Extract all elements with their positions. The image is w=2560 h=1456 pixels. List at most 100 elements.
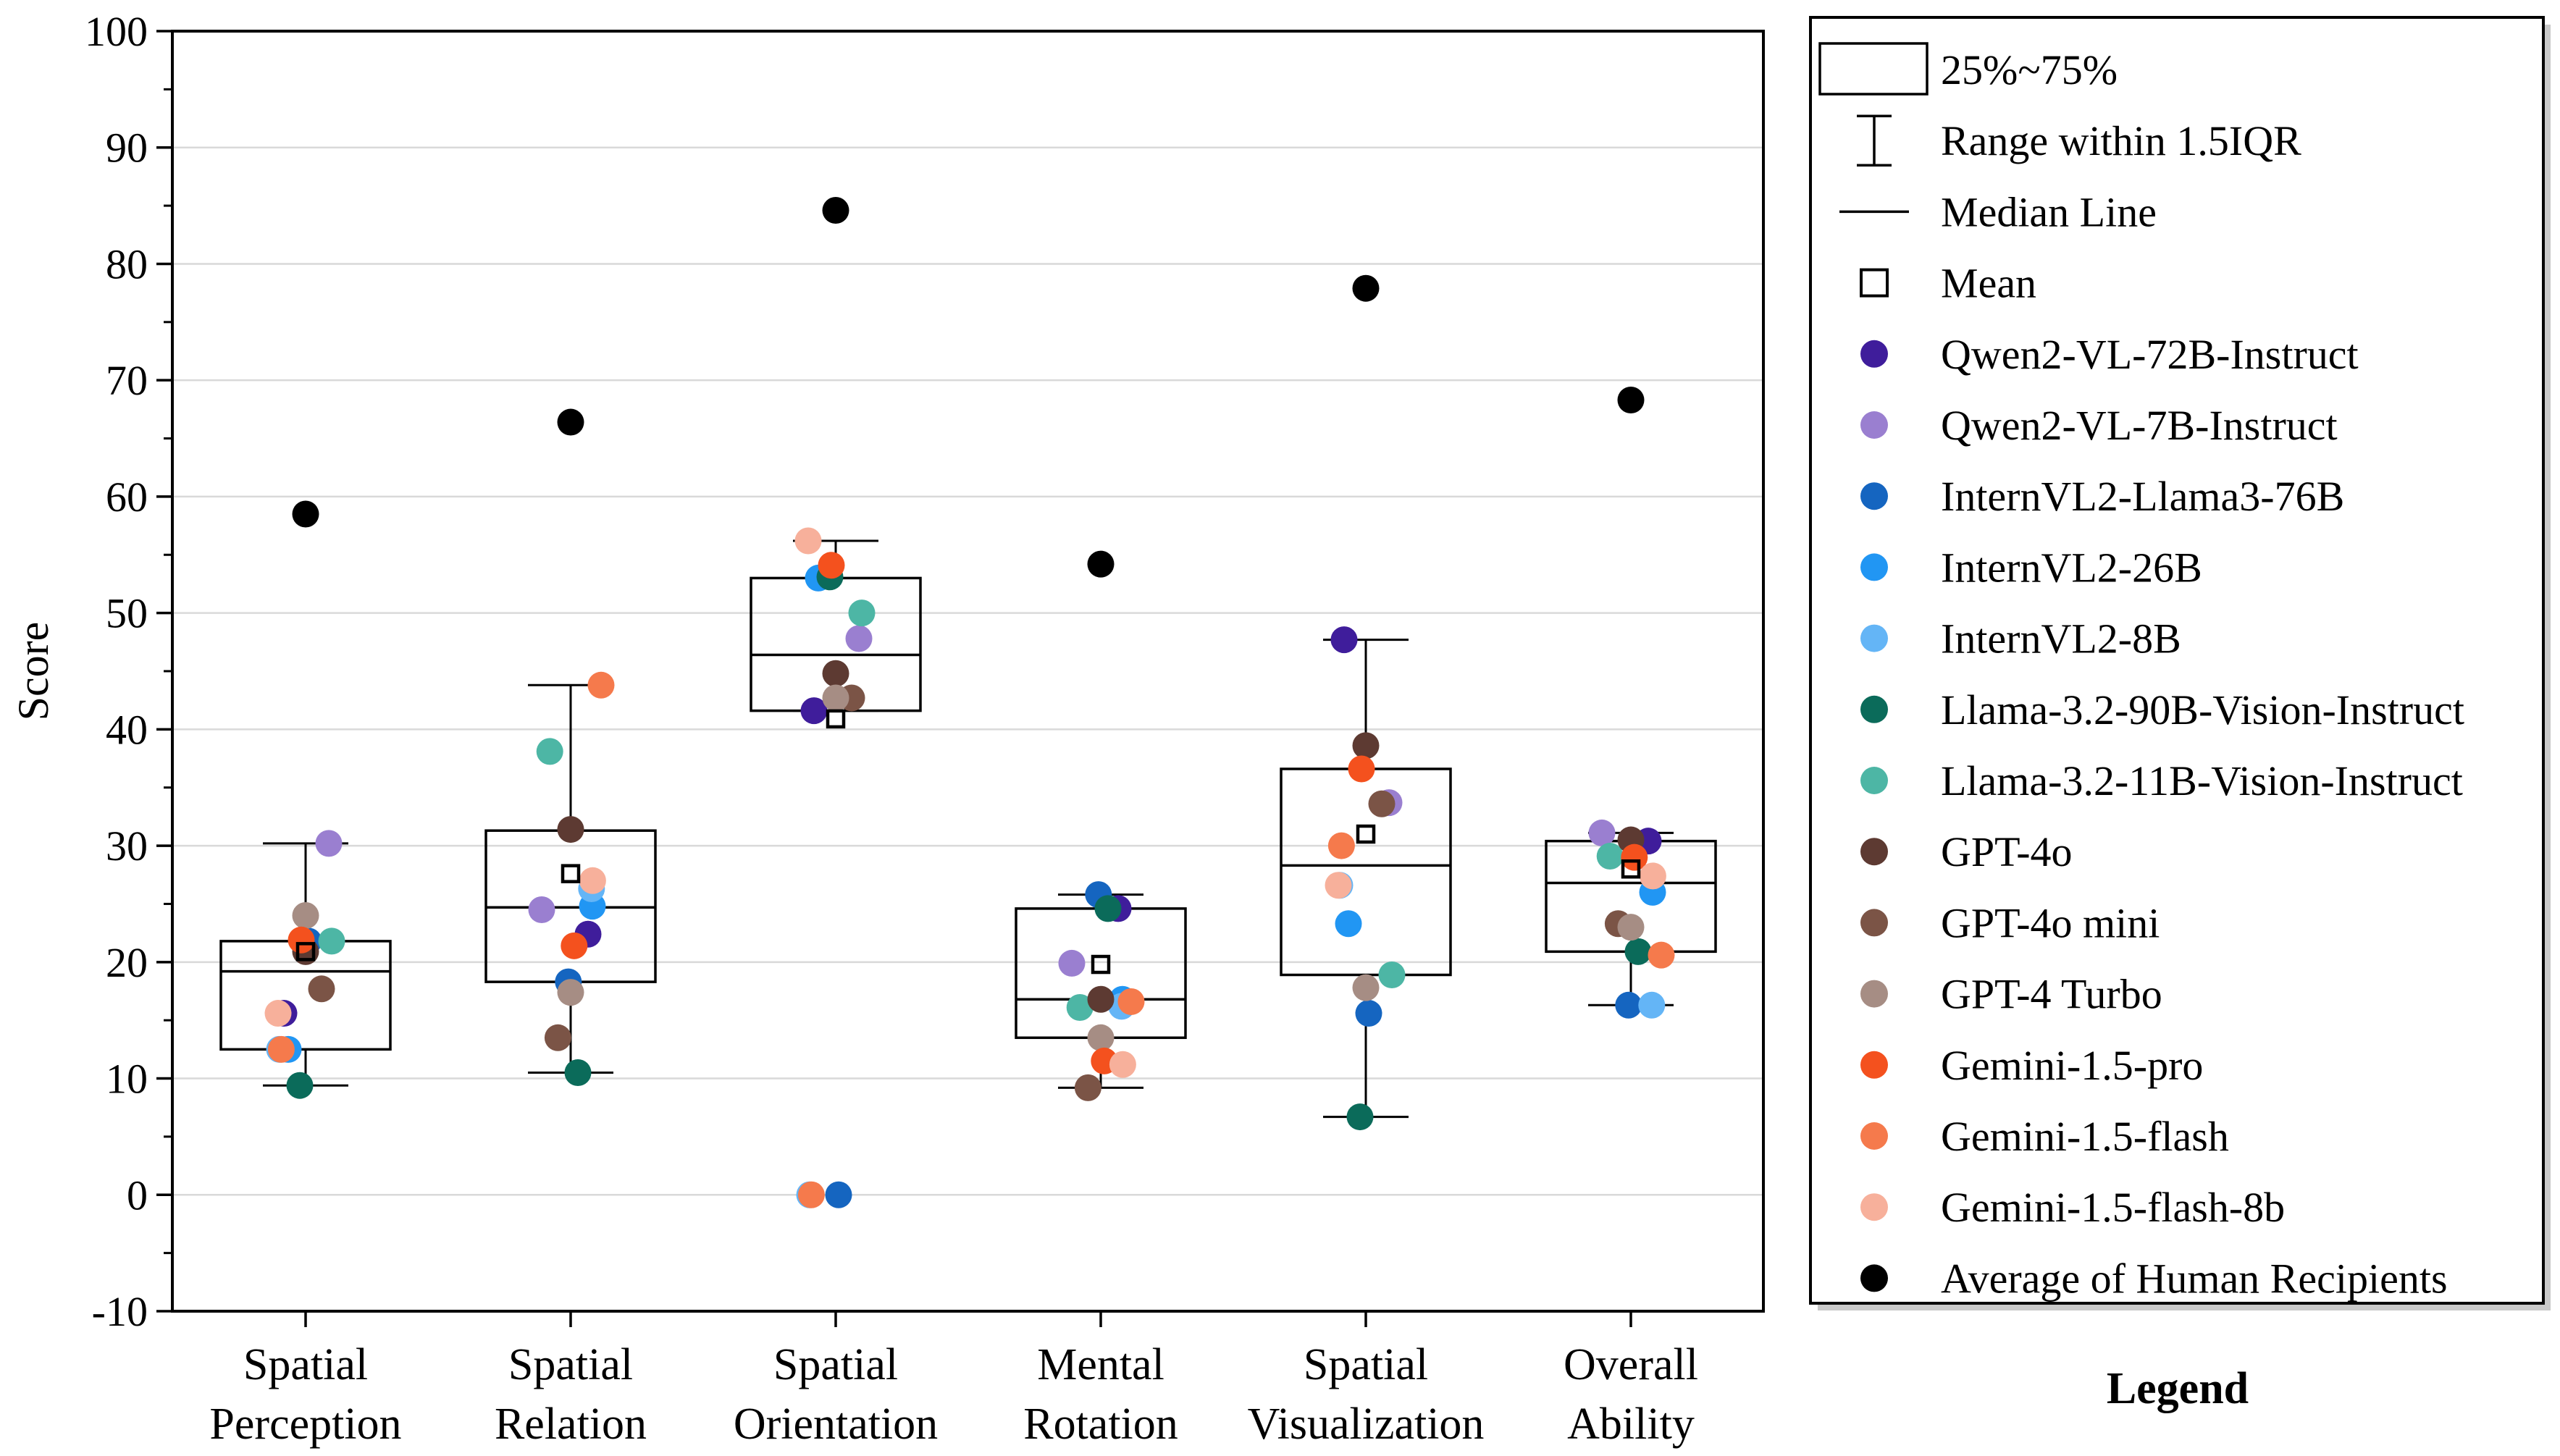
point-average-of-human-recipients bbox=[558, 409, 584, 436]
point-internvl2-llama3-76b bbox=[1615, 992, 1642, 1019]
legend-point-swatch bbox=[1860, 482, 1888, 510]
point-llama-3-2-90b-vision-instruct bbox=[565, 1059, 592, 1086]
legend-label: Average of Human Recipients bbox=[1941, 1255, 2448, 1302]
y-tick-label: 30 bbox=[106, 822, 148, 870]
legend-point-swatch bbox=[1860, 1193, 1888, 1221]
legend-point-swatch bbox=[1860, 1122, 1888, 1150]
x-category-label: Spatial bbox=[773, 1340, 898, 1389]
legend-label: Median Line bbox=[1941, 188, 2157, 235]
legend-point-swatch bbox=[1860, 909, 1888, 936]
y-tick-label: 0 bbox=[127, 1171, 148, 1219]
point-average-of-human-recipients bbox=[1618, 387, 1645, 413]
point-gpt-4o-mini bbox=[1369, 791, 1396, 817]
point-gpt-4o bbox=[558, 816, 584, 843]
y-tick-label: 80 bbox=[106, 240, 148, 287]
legend-label: 25%~75% bbox=[1941, 46, 2118, 93]
point-llama-3-2-11b-vision-instruct bbox=[319, 927, 345, 954]
point-gemini-1-5-flash-8b bbox=[1109, 1051, 1136, 1078]
point-qwen2-vl-7b-instruct bbox=[1059, 950, 1086, 977]
legend-point-swatch bbox=[1860, 340, 1888, 368]
x-category-label: Spatial bbox=[1304, 1340, 1428, 1389]
legend-point-swatch bbox=[1860, 411, 1888, 439]
legend-label: Qwen2-VL-72B-Instruct bbox=[1941, 331, 2359, 378]
point-average-of-human-recipients bbox=[1353, 275, 1380, 302]
legend-label: Qwen2-VL-7B-Instruct bbox=[1941, 402, 2338, 449]
point-gemini-1-5-pro bbox=[818, 552, 845, 578]
legend-label: Gemini-1.5-flash bbox=[1941, 1113, 2229, 1160]
y-tick-label: 50 bbox=[106, 590, 148, 637]
point-gemini-1-5-flash-8b bbox=[579, 867, 606, 894]
legend-point-swatch bbox=[1860, 838, 1888, 865]
point-average-of-human-recipients bbox=[1088, 551, 1115, 578]
point-llama-3-2-90b-vision-instruct bbox=[1095, 895, 1122, 922]
point-qwen2-vl-7b-instruct bbox=[846, 625, 873, 652]
x-category-label: Visualization bbox=[1248, 1400, 1485, 1449]
x-category-label: Rotation bbox=[1023, 1400, 1178, 1449]
point-gpt-4-turbo bbox=[558, 979, 584, 1006]
x-category-label: Spatial bbox=[243, 1340, 368, 1389]
point-gemini-1-5-pro bbox=[1348, 756, 1375, 783]
point-llama-3-2-11b-vision-instruct bbox=[537, 738, 563, 765]
y-tick-label: 90 bbox=[106, 125, 148, 172]
point-gemini-1-5-flash bbox=[1328, 833, 1355, 859]
legend-label: GPT-4o bbox=[1941, 828, 2073, 875]
y-tick-label: 70 bbox=[106, 357, 148, 404]
point-average-of-human-recipients bbox=[293, 501, 319, 528]
point-internvl2-26b bbox=[1335, 910, 1362, 937]
legend-point-swatch bbox=[1860, 1264, 1888, 1292]
legend-label: Gemini-1.5-flash-8b bbox=[1941, 1184, 2285, 1231]
point-internvl2-8b bbox=[1638, 992, 1665, 1019]
legend-label: InternVL2-8B bbox=[1941, 615, 2181, 662]
legend-label: Gemini-1.5-pro bbox=[1941, 1042, 2203, 1089]
point-llama-3-2-11b-vision-instruct bbox=[1379, 961, 1406, 988]
legend-label: InternVL2-Llama3-76B bbox=[1941, 473, 2344, 520]
legend-label: GPT-4 Turbo bbox=[1941, 971, 2162, 1018]
x-category-label: Overall bbox=[1564, 1340, 1698, 1389]
y-tick-label: 100 bbox=[85, 8, 148, 55]
point-gemini-1-5-flash-8b bbox=[795, 527, 822, 554]
point-gpt-4o bbox=[1353, 732, 1380, 759]
x-category-label: Perception bbox=[209, 1400, 401, 1449]
point-gpt-4-turbo bbox=[1618, 914, 1645, 940]
x-category-label: Relation bbox=[495, 1400, 647, 1449]
point-gpt-4o-mini bbox=[309, 975, 335, 1002]
point-gpt-4-turbo bbox=[1353, 975, 1380, 1001]
point-gpt-4-turbo bbox=[293, 902, 319, 929]
x-category-label: Ability bbox=[1567, 1400, 1695, 1449]
point-gpt-4-turbo bbox=[1088, 1024, 1115, 1051]
y-axis-title: Score bbox=[9, 622, 57, 721]
point-gemini-1-5-flash bbox=[1118, 988, 1145, 1015]
y-tick-label: 60 bbox=[106, 474, 148, 521]
point-gemini-1-5-flash bbox=[268, 1036, 295, 1063]
point-gpt-4o-mini bbox=[1075, 1074, 1101, 1101]
point-gemini-1-5-flash-8b bbox=[1325, 872, 1352, 899]
point-gpt-4o bbox=[1088, 986, 1115, 1013]
box-plot-chart: -100102030405060708090100 SpatialPercept… bbox=[0, 0, 2560, 1456]
point-gemini-1-5-pro bbox=[288, 927, 315, 954]
point-gpt-4o bbox=[823, 660, 849, 687]
legend-label: Range within 1.5IQR bbox=[1941, 117, 2301, 164]
legend-label: Llama-3.2-11B-Vision-Instruct bbox=[1941, 757, 2463, 804]
point-gemini-1-5-flash bbox=[1648, 942, 1675, 969]
y-tick-label: 20 bbox=[106, 939, 148, 986]
point-average-of-human-recipients bbox=[823, 197, 849, 224]
legend-label: Llama-3.2-90B-Vision-Instruct bbox=[1941, 686, 2464, 733]
point-internvl2-llama3-76b bbox=[1356, 1000, 1382, 1027]
legend-point-swatch bbox=[1860, 553, 1888, 581]
point-qwen2-vl-7b-instruct bbox=[316, 830, 343, 857]
point-llama-3-2-90b-vision-instruct bbox=[287, 1072, 314, 1099]
legend-label: Mean bbox=[1941, 260, 2036, 307]
x-category-label: Mental bbox=[1037, 1340, 1164, 1389]
point-qwen2-vl-72b-instruct bbox=[1331, 626, 1358, 653]
legend-point-swatch bbox=[1860, 980, 1888, 1008]
point-qwen2-vl-7b-instruct bbox=[529, 896, 555, 923]
point-gemini-1-5-pro bbox=[561, 933, 587, 959]
point-gemini-1-5-flash bbox=[588, 672, 615, 699]
point-llama-3-2-90b-vision-instruct bbox=[1625, 938, 1652, 965]
point-qwen2-vl-7b-instruct bbox=[1589, 820, 1616, 846]
point-llama-3-2-11b-vision-instruct bbox=[849, 599, 876, 626]
legend-label: InternVL2-26B bbox=[1941, 544, 2202, 591]
y-tick-label: 10 bbox=[106, 1056, 148, 1103]
legend: 25%~75% Range within 1.5IQR Median Line Mea… bbox=[1810, 17, 2551, 1310]
legend-point-swatch bbox=[1860, 767, 1888, 794]
